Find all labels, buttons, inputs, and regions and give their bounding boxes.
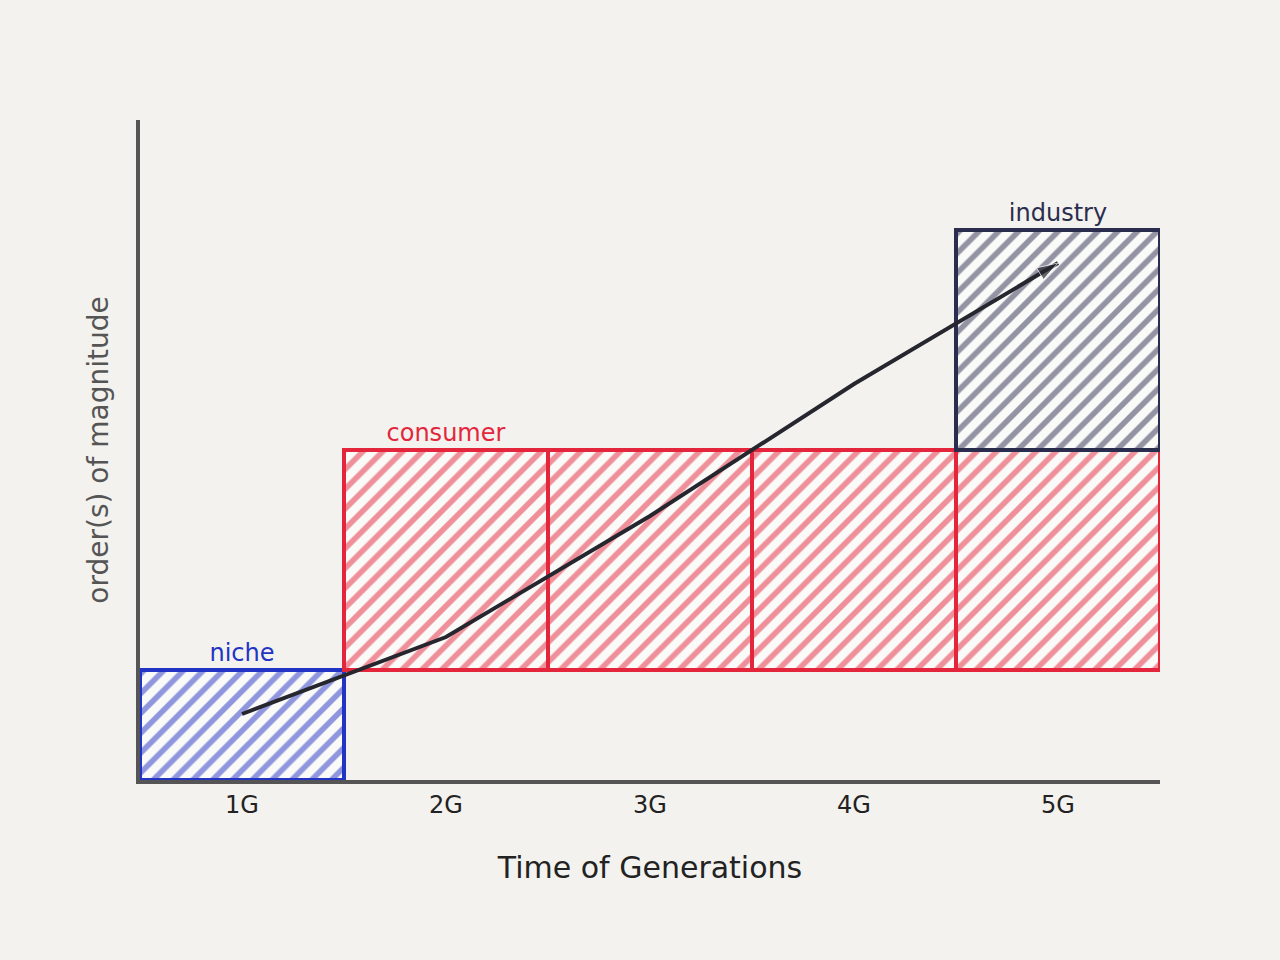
svg-text:5G: 5G [1041, 791, 1075, 819]
svg-text:1G: 1G [225, 791, 259, 819]
svg-text:consumer: consumer [387, 419, 506, 447]
svg-text:4G: 4G [837, 791, 871, 819]
svg-text:Time of Generations: Time of Generations [497, 850, 802, 885]
svg-text:2G: 2G [429, 791, 463, 819]
svg-text:industry: industry [1009, 199, 1107, 227]
svg-text:order(s) of magnitude: order(s) of magnitude [82, 296, 115, 603]
svg-text:3G: 3G [633, 791, 667, 819]
svg-text:niche: niche [209, 639, 274, 667]
